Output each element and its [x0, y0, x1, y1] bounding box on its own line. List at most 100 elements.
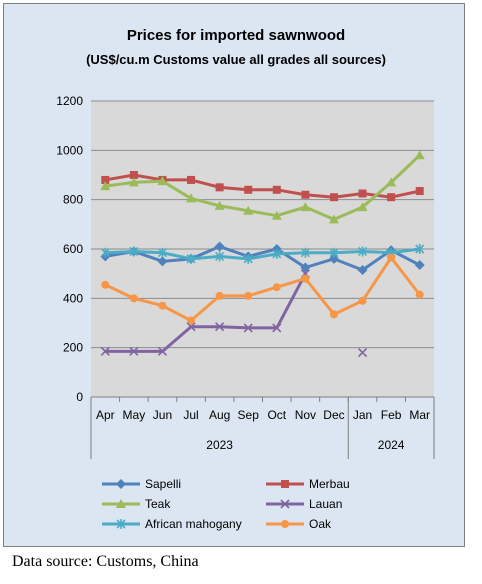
- data-point: [158, 301, 167, 310]
- legend-label: Lauan: [309, 497, 342, 511]
- data-point: [387, 193, 396, 202]
- data-point: [128, 177, 139, 187]
- y-tick-label: 1000: [56, 143, 83, 157]
- legend-item: African mahogany: [102, 517, 242, 531]
- data-point: [243, 205, 254, 215]
- data-point: [301, 274, 310, 283]
- data-point: [357, 348, 368, 358]
- data-point: [129, 346, 139, 356]
- data-point: [358, 189, 367, 198]
- data-point: [214, 241, 225, 252]
- x-tick-label: Apr: [96, 408, 115, 422]
- series-african-mahogany: [100, 244, 425, 264]
- data-point: [215, 183, 224, 192]
- x-tick-label: Nov: [295, 408, 316, 422]
- year-label: 2024: [378, 438, 405, 452]
- legend-label: Sapelli: [145, 477, 181, 491]
- data-point: [358, 296, 367, 305]
- x-tick-label: Jul: [183, 408, 198, 422]
- legend-marker: [280, 499, 290, 509]
- y-tick-label: 600: [63, 242, 83, 256]
- data-point: [157, 346, 168, 356]
- data-point: [187, 316, 196, 325]
- series-oak: [101, 253, 424, 325]
- data-point: [300, 247, 310, 258]
- chart-subtitle: (US$/cu.m Customs value all grades all s…: [86, 52, 386, 67]
- year-label: 2023: [206, 438, 233, 452]
- data-point: [272, 185, 281, 194]
- legend-label: Oak: [309, 517, 332, 531]
- x-tick-label: Oct: [267, 408, 286, 422]
- x-tick-label: May: [123, 408, 146, 422]
- x-tick-label: Jan: [353, 408, 372, 422]
- x-tick-label: Aug: [209, 408, 230, 422]
- x-axis: Apr May Jun Jul Aug Sep Oct Nov Dec Jan Feb Mar 2023…: [90, 396, 435, 459]
- legend-item: Merbau: [266, 477, 350, 491]
- y-tick-label: 0: [76, 390, 83, 404]
- data-point: [415, 244, 425, 254]
- data-point: [215, 251, 225, 262]
- series-merbau: [101, 171, 424, 202]
- data-point: [357, 264, 368, 275]
- data-point: [415, 187, 424, 196]
- data-point: [272, 323, 282, 333]
- chart-title: Prices for imported sawnwood: [127, 27, 345, 44]
- series-line: [105, 245, 421, 272]
- legend-marker: [116, 499, 126, 508]
- data-point: [129, 294, 138, 303]
- data-point: [129, 246, 139, 257]
- data-point: [328, 214, 339, 224]
- y-tick-label: 400: [63, 291, 83, 305]
- x-tick-label: Dec: [323, 408, 344, 422]
- legend-marker: [281, 520, 289, 528]
- legend-marker: [116, 479, 126, 489]
- data-point: [357, 202, 368, 212]
- data-point: [271, 210, 282, 220]
- series-line: [104, 256, 421, 323]
- y-tick-label: 200: [63, 341, 83, 355]
- data-point: [187, 175, 196, 184]
- data-point: [186, 253, 196, 264]
- data-point: [386, 177, 397, 187]
- data-point: [129, 171, 138, 179]
- data-point: [414, 150, 425, 160]
- data-point: [100, 346, 110, 356]
- x-tick-label: Feb: [381, 408, 402, 422]
- data-source: Data source: Customs, China: [12, 553, 199, 570]
- data-point: [186, 193, 197, 203]
- data-point: [329, 193, 338, 202]
- data-point: [157, 247, 168, 258]
- data-point: [157, 176, 168, 186]
- data-point: [215, 322, 225, 332]
- x-tick-label: Sep: [238, 408, 260, 422]
- legend-marker: [281, 480, 289, 488]
- legend: Sapelli Merbau Teak Lauan African mahogany Oa…: [102, 477, 350, 531]
- series-lines: [100, 150, 425, 358]
- chart-svg: Prices for imported sawnwood (US$/cu.m C…: [56, 27, 435, 531]
- data-point: [243, 253, 253, 264]
- x-tick-label: Jun: [153, 408, 172, 422]
- legend-item: Oak: [266, 517, 332, 531]
- data-point: [101, 175, 110, 184]
- y-axis-ticks: 0 200 400 600 800 1000 1200: [56, 94, 83, 404]
- series-line: [105, 154, 421, 221]
- data-point: [244, 291, 253, 300]
- legend-marker: [116, 519, 126, 529]
- legend-item: Lauan: [266, 497, 342, 511]
- data-point: [300, 262, 311, 273]
- data-point: [100, 247, 110, 258]
- data-point: [300, 202, 311, 212]
- data-point: [186, 322, 196, 332]
- data-point: [329, 247, 339, 258]
- x-tick-label: Mar: [409, 408, 430, 422]
- series-line: [105, 247, 420, 261]
- series-lauan: [100, 269, 368, 358]
- data-point: [101, 280, 110, 289]
- data-point: [387, 253, 396, 262]
- data-point: [243, 323, 253, 333]
- data-point: [301, 190, 310, 199]
- legend-item: Sapelli: [102, 477, 181, 491]
- data-point: [329, 310, 338, 319]
- data-point: [414, 260, 425, 271]
- data-point: [100, 181, 111, 191]
